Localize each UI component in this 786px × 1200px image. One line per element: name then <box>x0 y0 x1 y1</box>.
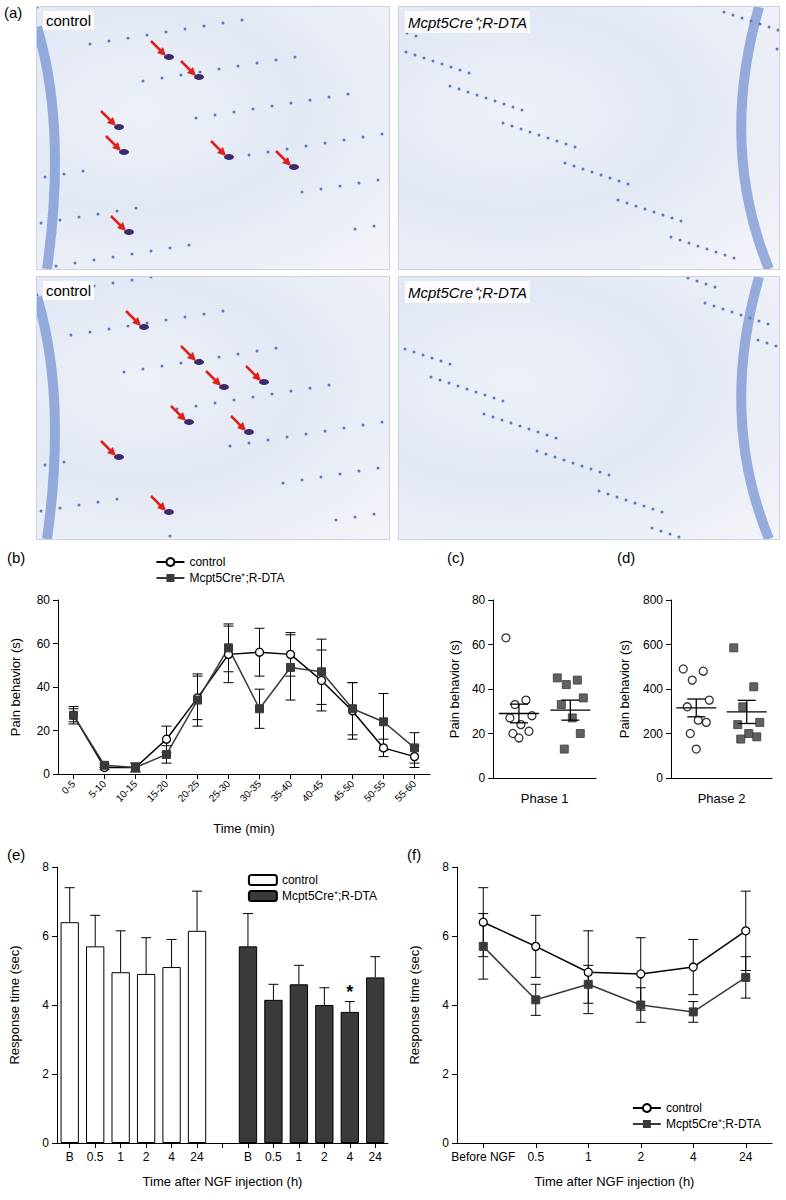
svg-text:24: 24 <box>739 1150 753 1164</box>
html-text:Mcpt5Cre⁺;R-DTA: Mcpt5Cre⁺;R-DTA <box>408 14 527 31</box>
svg-text:10-15: 10-15 <box>114 778 140 804</box>
svg-text:Mcpt5Cre⁺;R-DTA: Mcpt5Cre⁺;R-DTA <box>666 1117 761 1131</box>
svg-text:0: 0 <box>479 771 486 785</box>
svg-text:4: 4 <box>690 1150 697 1164</box>
svg-text:0.5: 0.5 <box>87 1150 104 1164</box>
svg-text:(b): (b) <box>7 549 25 566</box>
html-text:(a): (a) <box>4 4 23 21</box>
svg-text:5-10: 5-10 <box>86 778 108 800</box>
svg-text:20-25: 20-25 <box>176 778 202 804</box>
svg-text:8: 8 <box>42 860 49 874</box>
svg-text:Pain behavior (s): Pain behavior (s) <box>447 640 462 738</box>
svg-text:4: 4 <box>346 1150 353 1164</box>
svg-text:24: 24 <box>190 1150 204 1164</box>
svg-text:60: 60 <box>37 637 51 651</box>
svg-text:800: 800 <box>643 593 663 607</box>
svg-text:(c): (c) <box>447 549 465 566</box>
svg-text:Mcpt5Cre⁺;R-DTA: Mcpt5Cre⁺;R-DTA <box>189 571 284 585</box>
svg-text:control: control <box>189 555 225 569</box>
svg-text:(f): (f) <box>407 846 421 863</box>
svg-text:600: 600 <box>643 638 663 652</box>
svg-text:4: 4 <box>42 998 49 1012</box>
svg-text:*: * <box>346 982 353 1002</box>
svg-text:2: 2 <box>321 1150 328 1164</box>
svg-text:Pain behavior (s): Pain behavior (s) <box>8 638 23 736</box>
svg-text:B: B <box>244 1150 252 1164</box>
svg-text:50-55: 50-55 <box>362 778 388 804</box>
html-text:Mcpt5Cre⁺;R-DTA: Mcpt5Cre⁺;R-DTA <box>408 284 527 301</box>
svg-text:1: 1 <box>585 1150 592 1164</box>
svg-text:B: B <box>66 1150 74 1164</box>
svg-text:30-35: 30-35 <box>238 778 264 804</box>
svg-text:Pain behavior (s): Pain behavior (s) <box>617 640 632 738</box>
svg-text:4: 4 <box>442 998 449 1012</box>
svg-text:80: 80 <box>472 593 486 607</box>
svg-text:2: 2 <box>42 1067 49 1081</box>
svg-text:1: 1 <box>296 1150 303 1164</box>
svg-text:control: control <box>666 1101 702 1115</box>
svg-text:Response time (sec): Response time (sec) <box>407 945 422 1064</box>
svg-text:2: 2 <box>442 1067 449 1081</box>
svg-text:1: 1 <box>117 1150 124 1164</box>
svg-text:45-50: 45-50 <box>331 778 357 804</box>
svg-text:24: 24 <box>369 1150 383 1164</box>
svg-text:Time after NGF injection (h): Time after NGF injection (h) <box>535 1174 695 1189</box>
svg-text:Phase 2: Phase 2 <box>698 791 746 806</box>
svg-text:40: 40 <box>37 680 51 694</box>
svg-text:0.5: 0.5 <box>265 1150 282 1164</box>
svg-text:20: 20 <box>472 727 486 741</box>
svg-text:8: 8 <box>442 860 449 874</box>
svg-text:2: 2 <box>143 1150 150 1164</box>
svg-text:40-45: 40-45 <box>300 778 326 804</box>
svg-text:0.5: 0.5 <box>527 1150 544 1164</box>
svg-text:Response time (sec): Response time (sec) <box>7 945 22 1064</box>
svg-text:0: 0 <box>442 1136 449 1150</box>
svg-text:Phase 1: Phase 1 <box>521 791 569 806</box>
svg-text:6: 6 <box>42 929 49 943</box>
svg-text:60: 60 <box>472 638 486 652</box>
svg-text:400: 400 <box>643 682 663 696</box>
svg-text:6: 6 <box>442 929 449 943</box>
svg-text:20: 20 <box>37 724 51 738</box>
svg-text:Mcpt5Cre⁺;R-DTA: Mcpt5Cre⁺;R-DTA <box>282 889 377 903</box>
svg-text:control: control <box>282 873 318 887</box>
svg-text:0: 0 <box>43 767 50 781</box>
html-text:control: control <box>46 12 91 29</box>
svg-text:(e): (e) <box>7 846 25 863</box>
svg-text:2: 2 <box>637 1150 644 1164</box>
svg-text:(d): (d) <box>617 549 635 566</box>
html-text:control: control <box>46 282 91 299</box>
svg-text:4: 4 <box>168 1150 175 1164</box>
svg-text:25-30: 25-30 <box>207 778 233 804</box>
svg-text:55-60: 55-60 <box>393 778 419 804</box>
svg-text:35-40: 35-40 <box>269 778 295 804</box>
svg-text:15-20: 15-20 <box>145 778 171 804</box>
svg-text:80: 80 <box>37 593 51 607</box>
svg-text:Time (min): Time (min) <box>213 821 275 836</box>
svg-text:0-5: 0-5 <box>59 778 77 796</box>
svg-text:40: 40 <box>472 682 486 696</box>
svg-text:Time after NGF injection (h): Time after NGF injection (h) <box>143 1174 303 1189</box>
svg-text:0: 0 <box>656 771 663 785</box>
svg-text:200: 200 <box>643 727 663 741</box>
svg-text:Before NGF: Before NGF <box>451 1150 515 1164</box>
svg-text:0: 0 <box>42 1136 49 1150</box>
